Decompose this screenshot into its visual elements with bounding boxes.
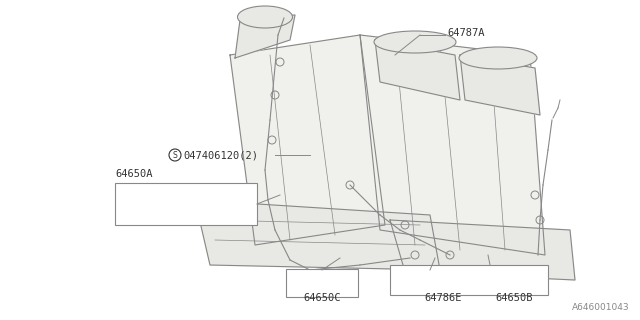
Text: 64787A: 64787A (447, 28, 484, 38)
Polygon shape (360, 35, 545, 255)
Text: 64650C: 64650C (303, 293, 340, 303)
Ellipse shape (374, 31, 456, 53)
Polygon shape (390, 220, 575, 280)
Bar (286, 269, 358, 297)
Polygon shape (235, 15, 295, 58)
Ellipse shape (237, 6, 292, 28)
Polygon shape (230, 35, 385, 245)
Text: 64786E: 64786E (424, 293, 461, 303)
Polygon shape (195, 200, 440, 270)
Text: 64650A: 64650A (115, 169, 152, 179)
Bar (115, 183, 257, 225)
Text: S: S (173, 150, 177, 159)
Text: 047406120(2): 047406120(2) (183, 150, 258, 160)
Polygon shape (375, 40, 460, 100)
Text: 64650B: 64650B (495, 293, 532, 303)
Ellipse shape (459, 47, 537, 69)
Polygon shape (460, 55, 540, 115)
Bar (390, 265, 548, 295)
Text: A646001043: A646001043 (572, 303, 630, 312)
